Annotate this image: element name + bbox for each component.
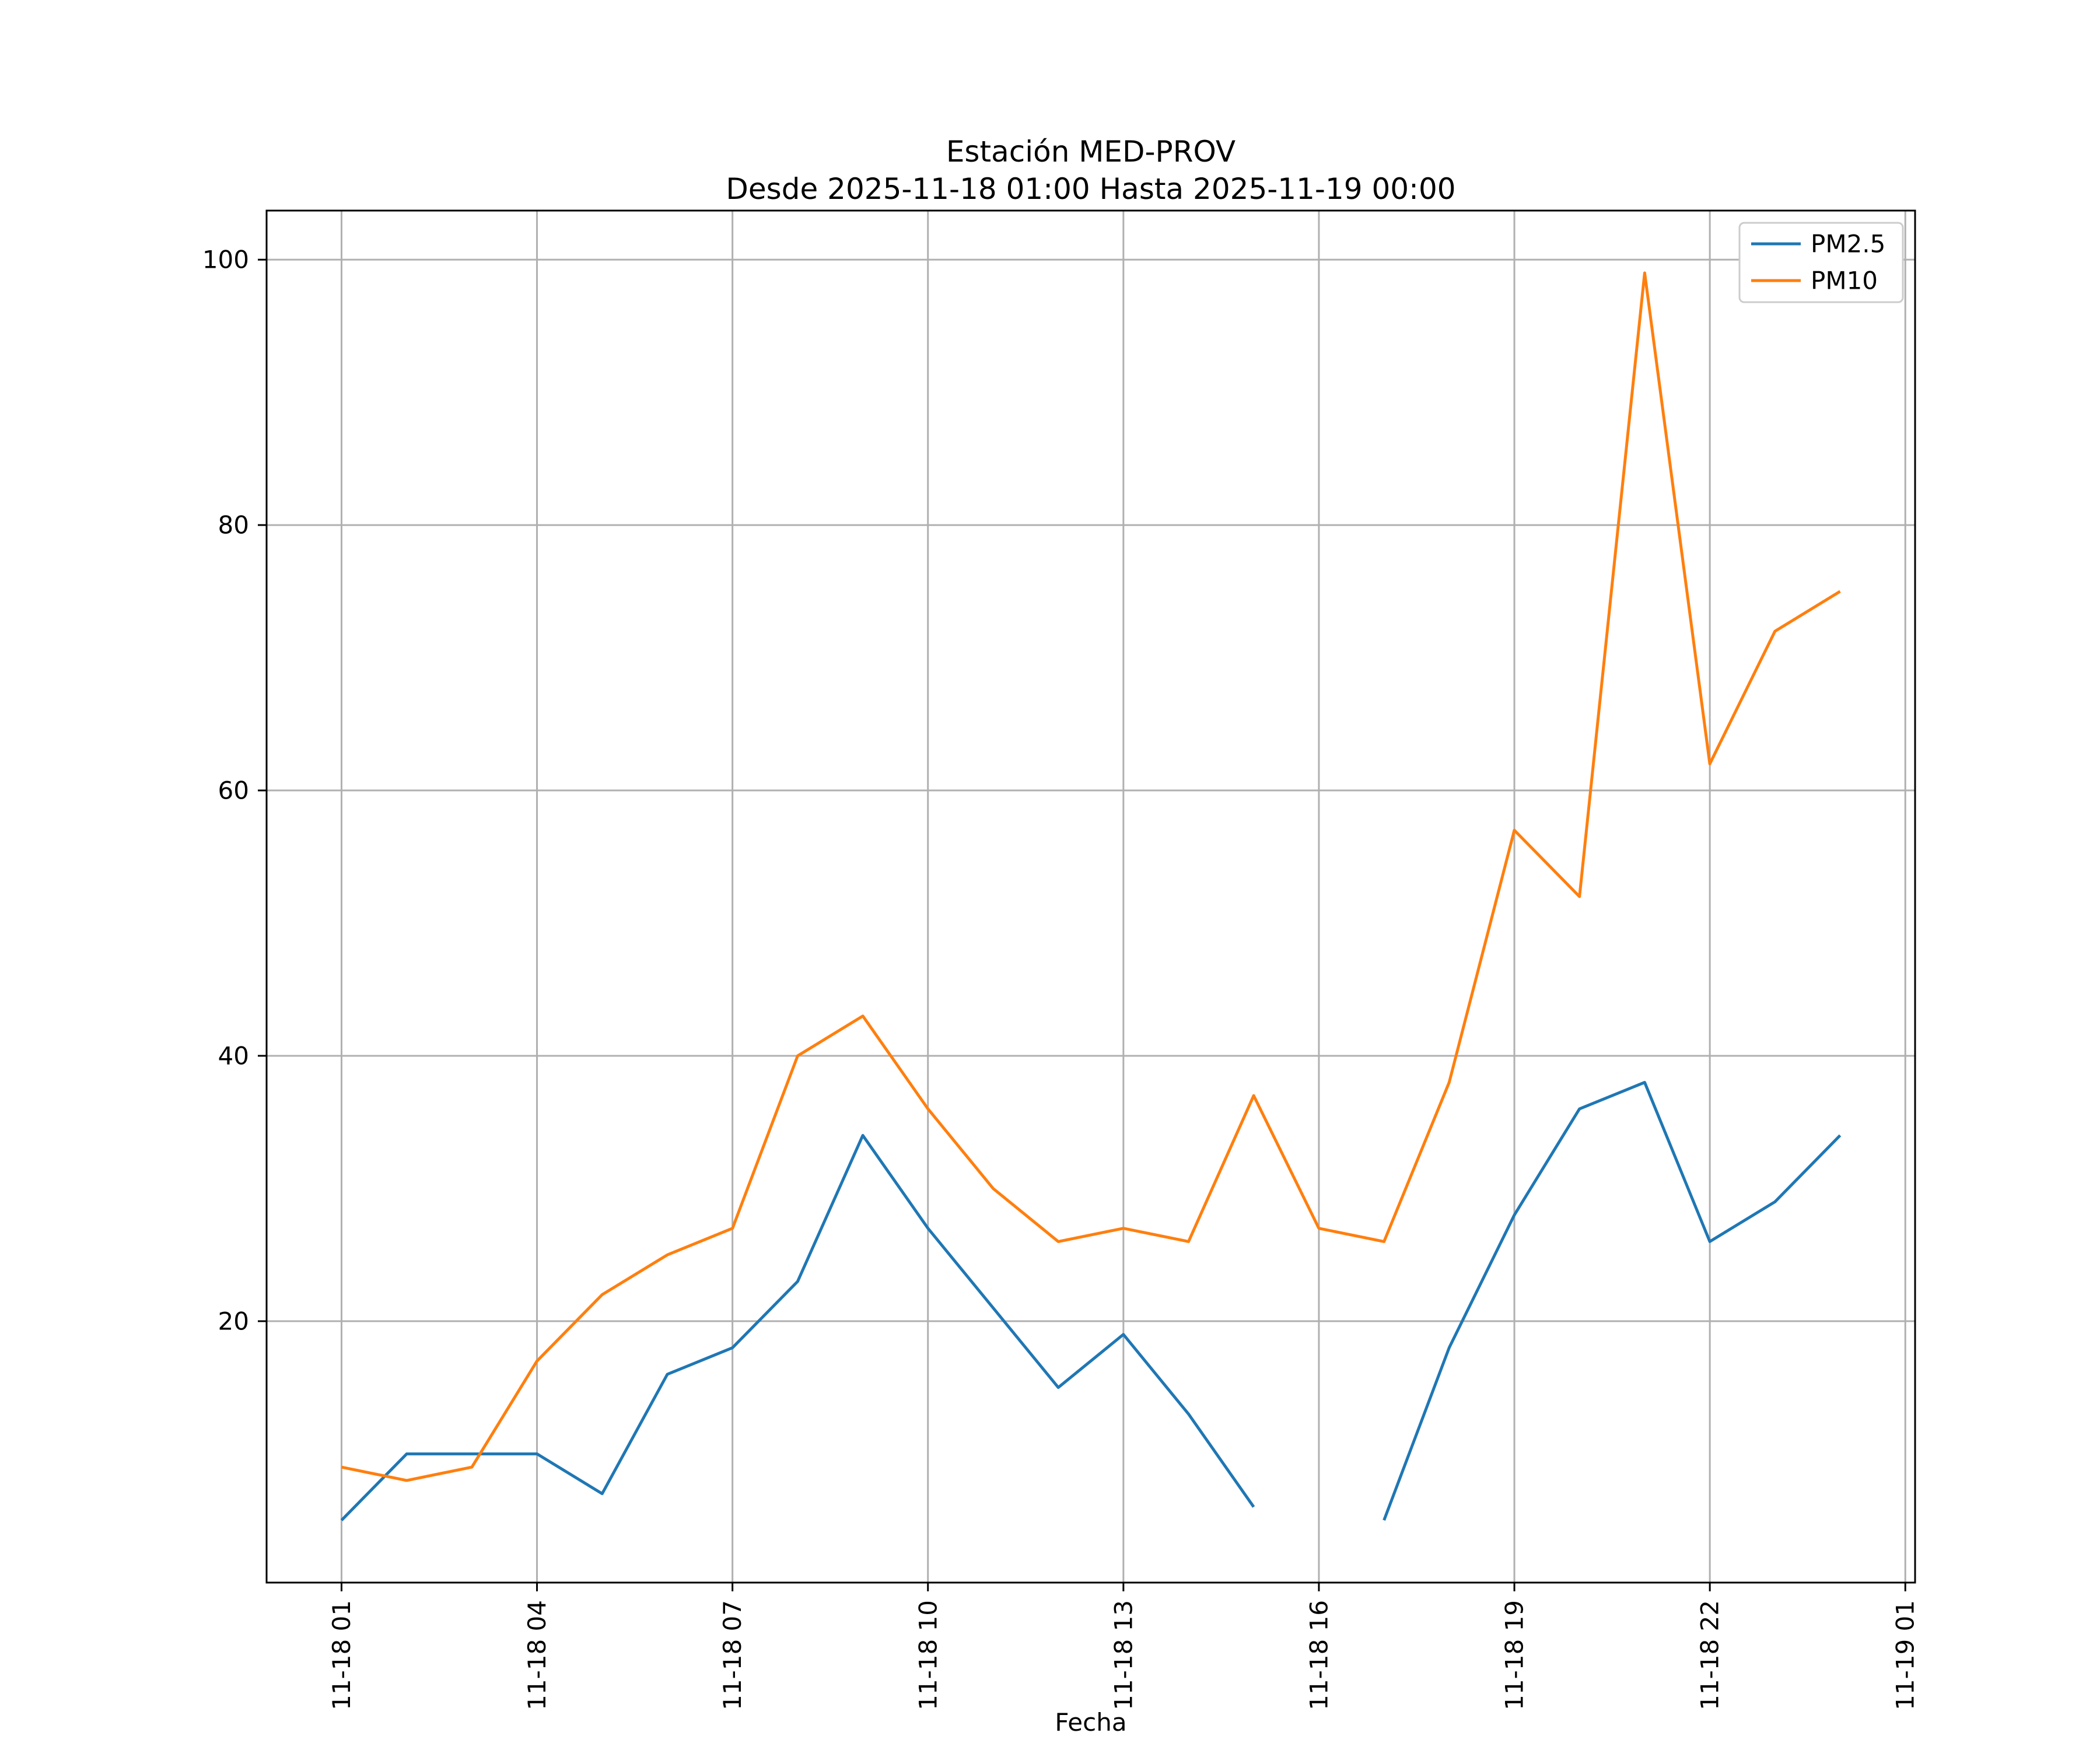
y-tick-label: 20 <box>218 1307 249 1335</box>
x-tick-label: 11-18 16 <box>1304 1600 1333 1710</box>
x-tick-label: 11-18 22 <box>1696 1600 1724 1710</box>
legend-label-pm2.5: PM2.5 <box>1811 230 1885 258</box>
chart-subtitle: Desde 2025-11-18 01:00 Hasta 2025-11-19 … <box>726 172 1456 206</box>
y-tick-label: 80 <box>218 511 249 540</box>
series-line-pm2.5 <box>340 1081 1842 1521</box>
x-axis-label: Fecha <box>1055 1708 1127 1737</box>
series-line-pm10 <box>341 271 1841 1482</box>
y-tick-label: 100 <box>202 246 249 274</box>
y-tick-label: 60 <box>218 776 249 805</box>
chart-title-block: Estación MED-PROV Desde 2025-11-18 01:00… <box>267 133 1915 208</box>
x-tick-label: 11-19 01 <box>1891 1600 1920 1710</box>
x-tick-label: 11-18 10 <box>914 1600 942 1710</box>
x-tick-label: 11-18 01 <box>327 1600 356 1710</box>
x-tick-label: 11-18 04 <box>523 1600 551 1710</box>
axes-frame <box>265 209 1916 1584</box>
x-tick-label: 11-18 19 <box>1500 1600 1529 1710</box>
legend-label-pm10: PM10 <box>1811 267 1878 295</box>
chart-title: Estación MED-PROV <box>946 135 1236 169</box>
x-tick-label: 11-18 07 <box>718 1600 747 1710</box>
x-tick-label: 11-18 13 <box>1109 1600 1138 1710</box>
y-tick-label: 40 <box>218 1041 249 1070</box>
